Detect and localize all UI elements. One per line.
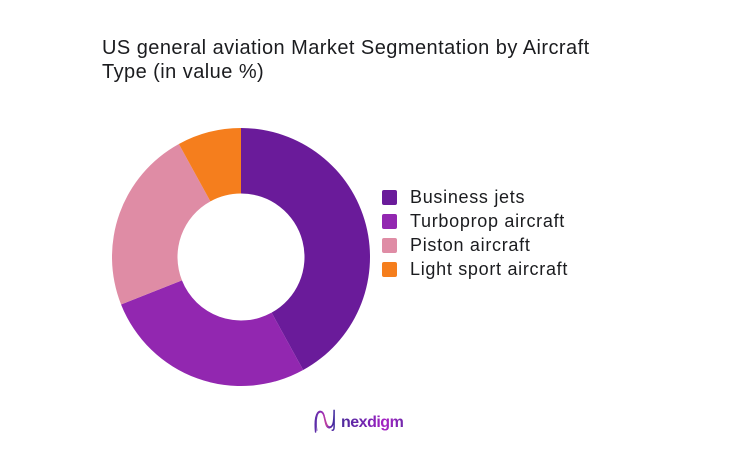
donut-slice-light-sport-aircraft[interactable] <box>178 128 241 202</box>
donut-slice-turboprop-aircraft[interactable] <box>121 280 304 386</box>
legend-item-piston-aircraft[interactable]: Piston aircraft <box>382 233 568 257</box>
donut-slice-business-jets[interactable] <box>241 128 370 371</box>
brand-logo: nexdigm <box>314 408 404 433</box>
legend-swatch <box>382 189 397 205</box>
legend-label: Business jets <box>410 186 526 207</box>
legend-label: Light sport aircraft <box>410 259 569 280</box>
legend-label: Turboprop aircraft <box>410 210 565 231</box>
legend-swatch <box>382 213 397 229</box>
legend-swatch <box>382 262 397 278</box>
legend-label: Piston aircraft <box>410 234 531 255</box>
legend-item-light-sport-aircraft[interactable]: Light sport aircraft <box>382 258 568 282</box>
nexdigm-logo-icon <box>314 409 335 433</box>
legend-swatch <box>382 237 397 253</box>
brand-name: nexdigm <box>341 413 404 431</box>
chart-title: US general aviation Market Segmentation … <box>102 37 590 83</box>
legend-item-turboprop-aircraft[interactable]: Turboprop aircraft <box>382 209 568 233</box>
legend-item-business-jets[interactable]: Business jets <box>382 185 568 209</box>
chart-legend: Business jets Turboprop aircraft Piston ai… <box>382 185 568 282</box>
donut-slice-piston-aircraft[interactable] <box>111 143 211 305</box>
